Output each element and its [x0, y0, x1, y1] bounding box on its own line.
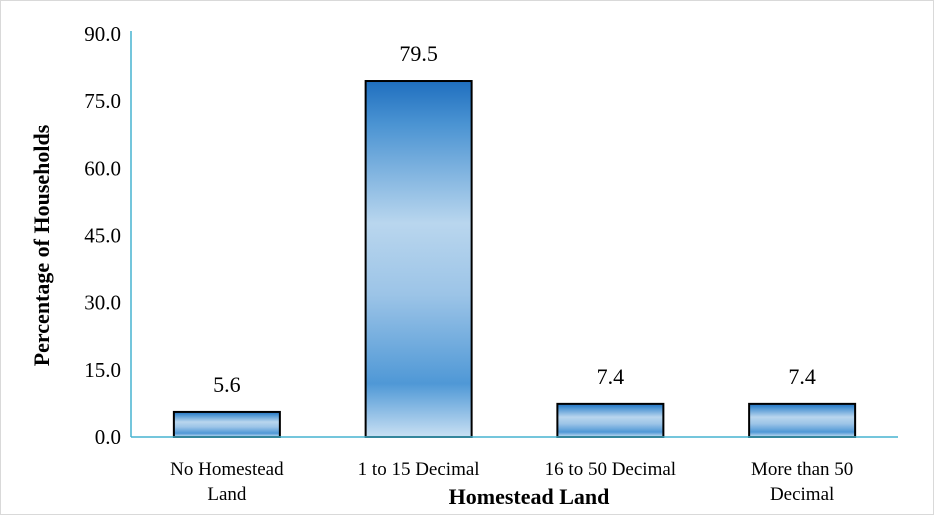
bar — [748, 402, 857, 438]
bar — [172, 410, 281, 438]
data-label: 79.5 — [399, 41, 438, 66]
x-axis-categories: No Homestead Land 1 to 15 Decimal 16 to 50 … — [170, 459, 853, 505]
data-label: 7.4 — [788, 364, 816, 389]
y-tick-label: 45.0 — [84, 224, 121, 248]
x-category-label: 16 to 50 Decimal — [545, 459, 676, 480]
y-tick-label: 60.0 — [84, 156, 121, 180]
x-category-label: More than 50 — [751, 459, 853, 480]
data-label: 7.4 — [597, 364, 625, 389]
y-tick-label: 30.0 — [84, 291, 121, 315]
x-axis-title: Homestead Land — [449, 484, 610, 509]
y-tick-label: 90.0 — [84, 22, 121, 46]
y-tick-label: 75.0 — [84, 89, 121, 113]
bars-group — [172, 80, 857, 439]
x-category-label: No Homestead — [170, 459, 284, 480]
bar — [364, 80, 473, 439]
y-tick-label: 15.0 — [84, 358, 121, 382]
y-tick-label: 0.0 — [95, 425, 121, 449]
bar — [556, 402, 665, 438]
x-category-label: Land — [207, 484, 247, 505]
y-axis-ticks: 0.0 15.0 30.0 45.0 60.0 75.0 90.0 — [84, 22, 121, 449]
x-category-label: 1 to 15 Decimal — [358, 459, 480, 480]
data-labels-group: 5.6 79.5 7.4 7.4 — [213, 41, 816, 397]
y-axis-title: Percentage of Households — [29, 124, 54, 366]
data-label: 5.6 — [213, 372, 241, 397]
x-category-label: Decimal — [770, 484, 834, 505]
